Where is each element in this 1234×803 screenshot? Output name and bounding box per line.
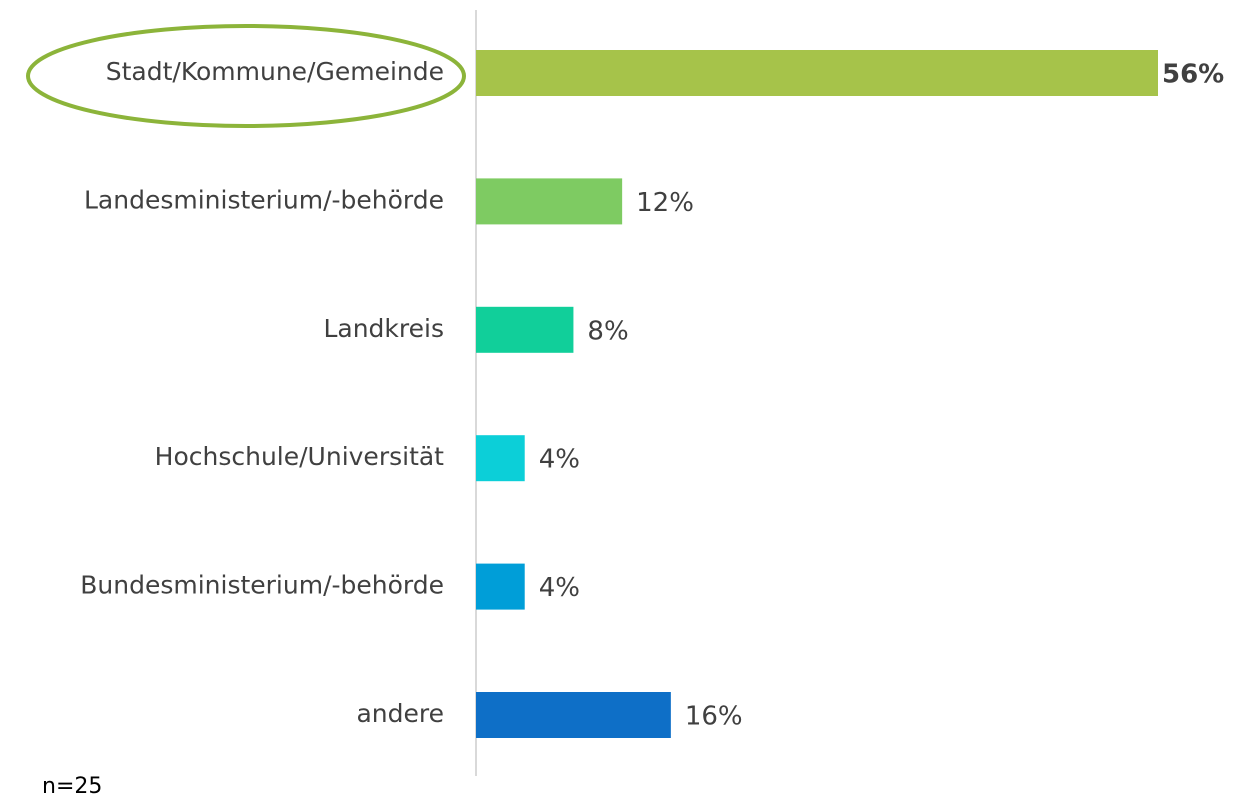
highlight-ellipse — [26, 24, 466, 128]
category-label: Hochschule/Universität — [155, 442, 445, 471]
bar — [476, 692, 671, 738]
bar — [476, 306, 574, 353]
value-label: 4% — [539, 445, 580, 475]
value-label: 12% — [636, 188, 694, 218]
category-label: Bundesministerium/-behörde — [80, 571, 444, 600]
category-label: Stadt/Kommune/Gemeinde — [106, 57, 444, 86]
value-label: 56% — [1162, 60, 1224, 90]
sample-note: n=25 — [42, 774, 102, 799]
value-label: 8% — [587, 316, 628, 346]
bar — [476, 178, 623, 225]
value-label: 16% — [685, 702, 743, 732]
category-label: andere — [356, 699, 444, 728]
bar — [476, 435, 525, 482]
category-label: Landkreis — [323, 314, 444, 343]
bar — [476, 563, 525, 610]
category-label: Landesministerium/-behörde — [84, 185, 444, 214]
bar — [476, 50, 1158, 96]
value-label: 4% — [539, 573, 580, 603]
